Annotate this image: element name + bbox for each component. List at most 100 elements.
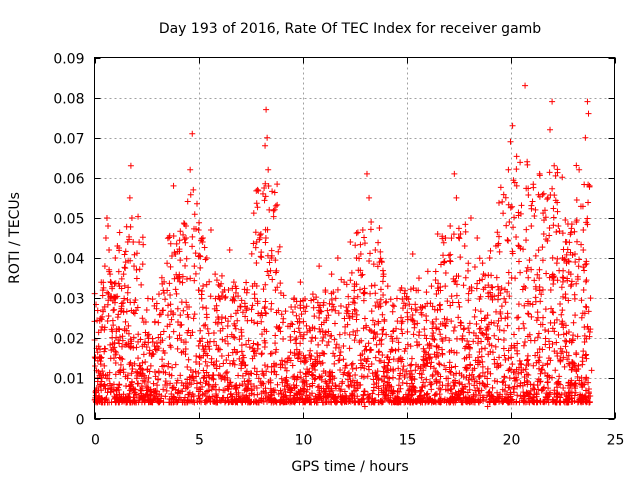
data-point-dense [226,360,233,367]
data-point-dense [102,345,109,352]
data-point-dense [437,261,444,268]
data-point-dense [427,363,434,370]
data-point-dense [583,335,590,342]
data-point-dense [572,389,579,396]
data-point-dense [173,290,180,297]
data-point-dense [358,399,365,406]
data-point-dense [466,386,473,393]
data-point-dense [153,305,160,312]
data-point-dense [428,399,435,406]
data-point-dense [250,240,257,247]
data-point-dense [271,206,278,213]
data-point-dense [532,252,539,259]
data-point-dense [408,355,415,362]
data-point-dense [308,338,315,345]
data-point-dense [253,283,260,290]
data-point-dense [196,360,203,367]
data-point-dense [341,315,348,322]
data-point-dense [106,268,113,275]
data-point-dense [520,320,527,327]
data-point-dense [220,360,227,367]
data-point-dense [496,248,503,255]
data-point-dense [346,345,353,352]
data-point-dense [428,386,435,393]
data-point-dense [197,338,204,345]
data-point [135,331,142,338]
data-point [582,134,589,141]
data-point-dense [457,322,464,329]
data-point-dense [253,260,260,267]
data-point-dense [381,316,388,323]
data-point [513,182,520,189]
data-point-dense [582,394,589,401]
data-point-dense [253,200,260,207]
data-point-dense [558,311,565,318]
data-point-dense [273,371,280,378]
data-point-dense [494,283,501,290]
data-point-dense [557,300,564,307]
data-point-dense [121,327,128,334]
data-point-dense [105,312,112,319]
data-point-dense [268,363,275,370]
data-point-dense [499,379,506,386]
data-point-dense [135,338,142,345]
data-point [540,230,547,237]
data-point-dense [279,379,286,386]
data-point-dense [376,348,383,355]
data-point-dense [139,234,146,241]
data-point-dense [571,392,578,399]
data-point-dense [482,345,489,352]
data-point-dense [291,392,298,399]
data-point-dense [301,359,308,366]
chart-title: Day 193 of 2016, Rate Of TEC Index for r… [159,21,541,37]
data-point-dense [393,295,400,302]
data-point-dense [122,341,129,348]
data-point-dense [364,373,371,380]
data-point [191,263,198,270]
data-point-dense [232,325,239,332]
data-point-dense [504,322,511,329]
data-point-dense [582,398,589,405]
data-point-dense [242,370,249,377]
data-point-dense [500,398,507,405]
data-point-dense [94,349,101,356]
data-point-dense [228,331,235,338]
data-point-dense [215,372,222,379]
x-tick-label: 10 [295,433,313,449]
data-point-dense [272,269,279,276]
data-point-dense [581,324,588,331]
data-point-dense [566,239,573,246]
data-point-dense [238,399,245,406]
data-point-dense [237,303,244,310]
data-point-dense [112,295,119,302]
y-tick-label: 0.05 [53,212,84,228]
data-point-dense [117,361,124,368]
data-point-dense [559,278,566,285]
data-point-dense [411,324,418,331]
data-point-dense [399,379,406,386]
data-point-dense [476,255,483,262]
data-point-dense [567,283,574,290]
data-point-dense [444,298,451,305]
data-point-dense [101,381,108,388]
data-point-dense [387,296,394,303]
data-point [97,315,104,322]
data-point-dense [185,356,192,363]
data-point-dense [238,342,245,349]
data-point [347,239,354,246]
data-point-dense [189,374,196,381]
data-point-dense [159,363,166,370]
data-point-dense [585,199,592,206]
data-point-dense [221,376,228,383]
data-point-dense [553,339,560,346]
data-point-dense [365,366,372,373]
data-point-dense [478,338,485,345]
data-point-dense [375,239,382,246]
data-point-dense [245,337,252,344]
data-point-dense [140,351,147,358]
data-point-dense [178,388,185,395]
data-point-dense [513,153,520,160]
data-point-dense [202,358,209,365]
data-point-dense [420,356,427,363]
data-point-dense [574,373,581,380]
